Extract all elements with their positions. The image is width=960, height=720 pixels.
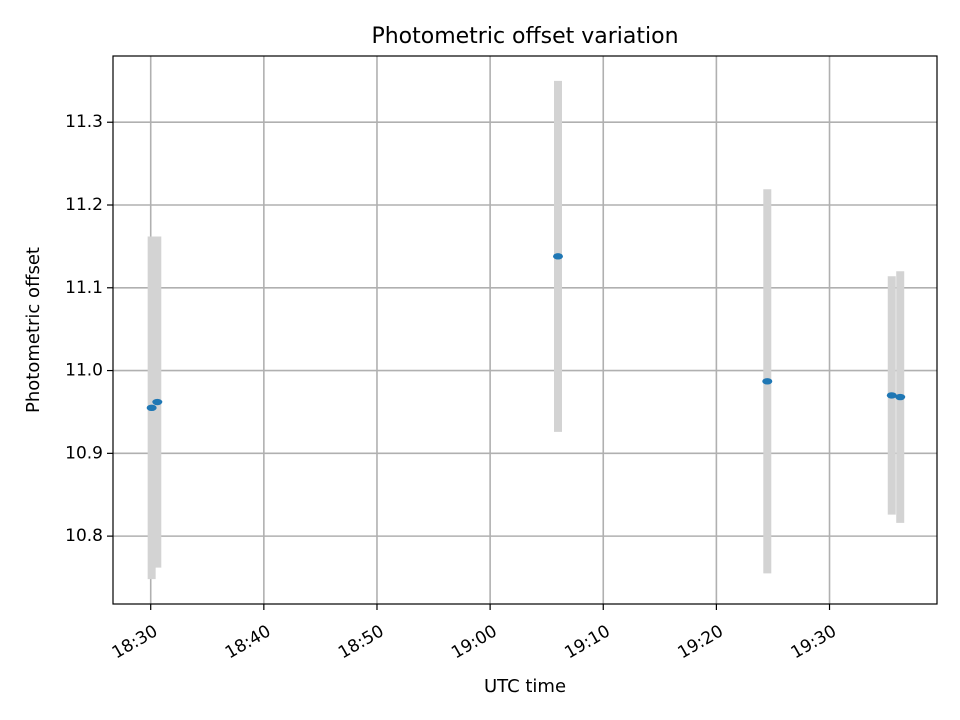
data-point <box>762 378 773 385</box>
y-tick-label: 10.9 <box>65 443 103 463</box>
x-tick-label: 19:10 <box>561 621 613 663</box>
data-points <box>146 253 906 412</box>
y-axis: 10.8 10.9 11.0 11.1 11.2 11.3 <box>65 112 113 546</box>
y-tick-label: 11.0 <box>65 361 103 381</box>
y-tick-label: 11.3 <box>65 112 103 132</box>
y-tick-label: 11.2 <box>65 195 103 215</box>
y-tick-label: 11.1 <box>65 278 103 298</box>
data-point <box>146 404 157 412</box>
plot-frame <box>112 55 938 605</box>
data-point <box>886 392 897 399</box>
x-tick-label: 18:50 <box>335 621 387 663</box>
x-tick-label: 19:30 <box>788 621 840 663</box>
data-point <box>152 398 163 406</box>
data-point <box>552 253 563 260</box>
x-tick-label: 19:00 <box>448 621 500 663</box>
x-tick-label: 19:20 <box>674 621 726 663</box>
y-tick-label: 10.8 <box>65 526 103 546</box>
x-axis-label: UTC time <box>484 676 566 697</box>
y-axis-label: Photometric offset <box>23 247 44 413</box>
x-axis: 18:30 18:40 18:50 19:00 19:10 19:20 19:30 <box>109 604 840 663</box>
x-tick-label: 18:30 <box>109 621 161 663</box>
data-point <box>895 393 906 401</box>
chart-title: Photometric offset variation <box>371 24 678 49</box>
grid <box>113 56 937 604</box>
x-tick-label: 18:40 <box>222 621 274 663</box>
